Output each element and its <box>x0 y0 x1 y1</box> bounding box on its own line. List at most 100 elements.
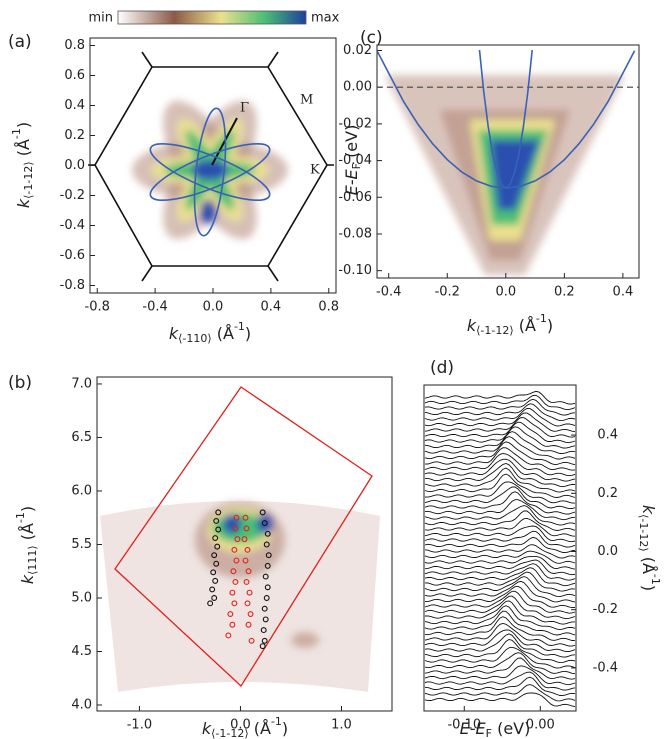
x-tick-label: 1.0 <box>331 718 352 733</box>
x-tick-label: 0.4 <box>613 285 634 300</box>
band-point <box>233 514 240 521</box>
band-point <box>245 568 252 575</box>
label-part: (Å <box>14 139 33 161</box>
y-tick-label: -0.4 <box>593 660 618 675</box>
label-part: ⟨111⟩ <box>26 545 39 575</box>
x-tick-label: 0.0 <box>495 285 516 300</box>
y-tick-label: 5.0 <box>71 590 92 605</box>
band-point <box>247 611 254 617</box>
band-point <box>212 577 219 584</box>
intensity-map <box>100 501 380 692</box>
label-part: k <box>640 505 659 515</box>
edc-trace <box>424 550 576 564</box>
band-point <box>260 627 267 634</box>
axis-label: k⟨-1-12⟩ (Å-1) <box>10 122 35 208</box>
edc-trace <box>424 576 576 598</box>
intensity-map <box>132 100 288 240</box>
y-tick-label: -0.2 <box>593 602 618 617</box>
x-tick-label: -1.0 <box>127 718 152 733</box>
edc-trace <box>424 517 576 537</box>
band-point <box>261 637 268 644</box>
band-point <box>230 568 237 575</box>
label-part: k <box>202 719 212 738</box>
edc-trace <box>424 633 576 658</box>
band-point <box>246 589 253 596</box>
label-part: ) <box>640 585 659 591</box>
edc-trace <box>424 403 576 422</box>
band-point <box>210 569 217 576</box>
band-point <box>231 546 238 553</box>
label-part: ⟨-1-12⟩ <box>637 514 650 552</box>
band-point <box>259 509 266 516</box>
edc-trace <box>424 623 576 647</box>
x-tick-label: 0.8 <box>318 300 339 315</box>
y-tick-label: 0.00 <box>343 80 372 95</box>
label-part: (Å <box>514 316 536 335</box>
band-point <box>262 573 269 580</box>
band-point <box>263 595 270 601</box>
band-point <box>242 557 249 564</box>
edc-trace <box>424 646 576 669</box>
fermi-contours <box>149 107 271 237</box>
panel-label: (a) <box>8 32 32 52</box>
edc-trace <box>424 676 576 697</box>
band-point <box>225 632 232 639</box>
y-tick-label: -0.04 <box>338 153 372 168</box>
y-tick-label: -0.10 <box>338 263 372 278</box>
edc-trace <box>424 684 576 702</box>
band-point <box>229 621 236 628</box>
edc-trace <box>424 563 576 581</box>
band-point <box>234 536 241 543</box>
band-point <box>215 509 222 516</box>
edc-trace <box>424 510 576 531</box>
edc-trace <box>424 453 576 477</box>
label-part: E-E <box>460 719 487 738</box>
band-point <box>232 525 239 532</box>
x-tick-label: 0.4 <box>261 300 282 315</box>
label-part: F <box>486 727 492 739</box>
edc-trace <box>424 473 576 498</box>
band-point <box>213 560 220 567</box>
label-part: -1 <box>14 512 27 523</box>
band-point <box>265 552 272 559</box>
edc-trace <box>424 394 576 411</box>
label-part: -1 <box>271 715 282 728</box>
edc-trace <box>424 491 576 515</box>
x-tick-label: 0.0 <box>203 300 224 315</box>
band-point <box>262 616 269 623</box>
edc-trace <box>425 585 576 609</box>
edc-trace <box>425 463 576 488</box>
label-part: ) <box>547 316 553 335</box>
edc-trace <box>424 567 576 587</box>
label-part: (Å <box>249 719 271 738</box>
edc-trace <box>424 657 576 680</box>
edc-trace <box>424 616 576 642</box>
band-point <box>227 611 234 617</box>
axis-label: k⟨-1-12⟩ (Å-1) <box>467 312 553 337</box>
edc-trace <box>424 600 575 625</box>
band-point <box>261 520 268 527</box>
label-part: -1 <box>649 574 662 585</box>
y-tick-label: -0.6 <box>60 248 85 263</box>
momentum-window <box>114 386 373 688</box>
edc-trace <box>424 544 576 559</box>
band-point <box>211 552 218 559</box>
band-point <box>264 584 271 591</box>
band-point <box>259 643 266 650</box>
edc-trace <box>424 639 576 664</box>
label-part: k <box>14 198 33 208</box>
axis-label: k⟨-110⟩ (Å-1) <box>169 320 251 345</box>
y-tick-label: 4.0 <box>71 698 92 713</box>
label-part: (Å <box>212 324 234 343</box>
axis-label: k⟨-1-12⟩ (Å-1) <box>202 715 288 739</box>
y-tick-label: 6.5 <box>71 430 92 445</box>
edc-trace <box>424 417 576 438</box>
edc-trace <box>424 571 576 592</box>
label-part: ) <box>282 719 288 738</box>
edc-trace <box>424 421 576 444</box>
edc-trace <box>424 525 576 543</box>
band-point <box>245 621 252 628</box>
label-part: E-E <box>342 168 361 195</box>
y-tick-label: 0.0 <box>64 158 85 173</box>
edc-trace <box>424 412 576 433</box>
